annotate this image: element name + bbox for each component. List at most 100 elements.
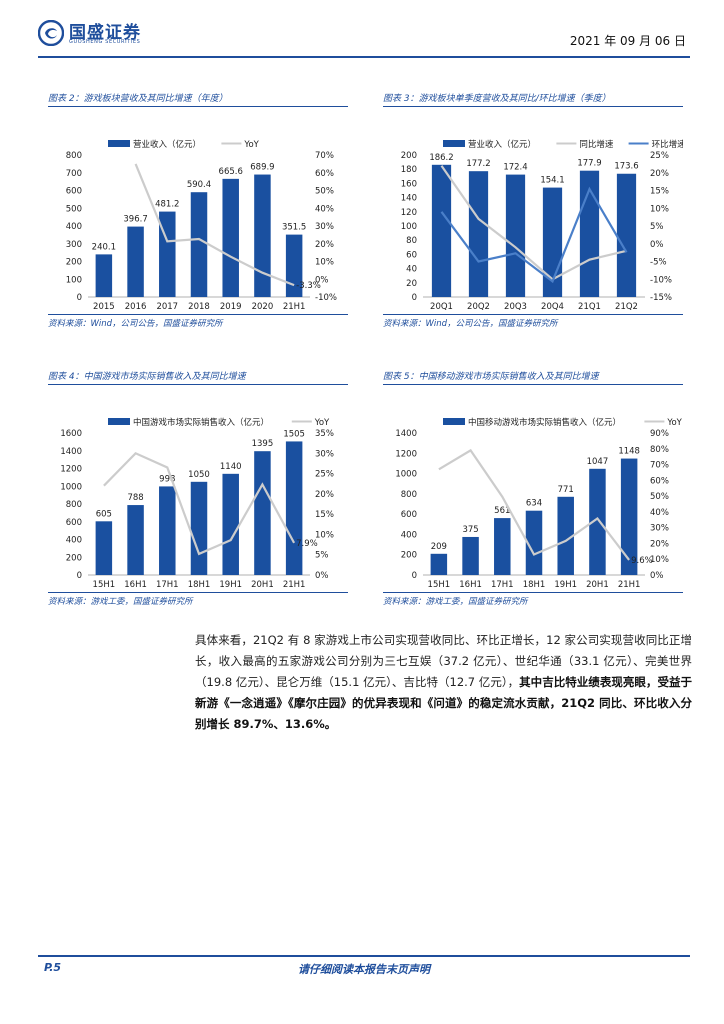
x-tick-label: 2018	[188, 302, 210, 312]
y-left-tick-label: 100	[66, 275, 82, 285]
logo-subtitle: GUOSHENG SECURITIES	[69, 39, 141, 45]
data-label: 396.7	[123, 215, 147, 225]
y-right-tick-label: 80%	[650, 445, 669, 455]
y-right-tick-label: 70%	[315, 151, 334, 161]
data-label: 1047	[587, 457, 609, 467]
data-label: 1050	[188, 470, 210, 480]
y-right-tick-label: 50%	[650, 492, 669, 502]
figure-source: 资料来源：Wind，公司公告，国盛证券研究所	[383, 319, 558, 329]
bar	[431, 164, 452, 297]
x-tick-label: 16H1	[459, 580, 482, 590]
x-tick-label: 20Q4	[541, 302, 564, 312]
y-right-tick-label: 5%	[650, 222, 664, 232]
y-left-tick-label: 700	[66, 169, 82, 179]
figure-title: 图表 5：中国移动游戏市场实际销售收入及其同比增速	[383, 372, 599, 382]
bar	[222, 473, 239, 575]
y-right-tick-label: 15%	[650, 187, 669, 197]
data-label: 240.1	[92, 242, 116, 252]
legend-label: 环比增速	[652, 139, 683, 150]
y-left-tick-label: 1600	[60, 429, 82, 439]
y-left-tick-label: 160	[401, 179, 417, 189]
chart-china-mobile-game-market: 中国移动游戏市场实际销售收入（亿元） YoY 0 200 400 600 800 1000 12…	[395, 417, 682, 590]
y-left-tick-label: 400	[66, 536, 82, 546]
x-tick-label: 20H1	[586, 580, 609, 590]
footer-disclaimer: 请仔细阅读本报告末页声明	[298, 963, 430, 976]
x-tick-label: 21H1	[618, 580, 641, 590]
x-tick-label: 20H1	[251, 580, 274, 590]
chart-game-sector-annual: 营业收入（亿元） YoY 0 100 200 300 400 500 600 700 800 -10%…	[66, 139, 337, 312]
chart-china-game-market: 中国游戏市场实际销售收入（亿元） YoY 0 200 400 600 800 1000 1200…	[60, 417, 334, 590]
legend-label: 同比增速	[579, 139, 614, 150]
y-right-tick-label: 0%	[650, 571, 664, 581]
logo-text: 国盛证券	[69, 23, 141, 43]
y-right-tick-label: -10%	[315, 293, 337, 303]
y-right-tick-label: -15%	[650, 293, 672, 303]
y-right-tick-label: 40%	[650, 508, 669, 518]
y-right-tick-label: 0%	[650, 240, 664, 250]
y-right-tick-label: 35%	[315, 429, 334, 439]
figure-title: 图表 2：游戏板块营收及其同比增速（年度）	[48, 94, 228, 104]
logo: 国盛证券	[38, 20, 141, 46]
series-line	[440, 165, 627, 281]
bar	[494, 518, 511, 575]
y-left-tick-label: 0	[77, 571, 82, 581]
data-label: 561	[494, 506, 510, 516]
data-label: 1505	[283, 429, 305, 439]
y-right-tick-label: -10%	[650, 275, 672, 285]
figure-4: 图表 4：中国游戏市场实际销售收入及其同比增速 中国游戏市场实际销售收入（亿元）…	[48, 370, 348, 609]
y-left-tick-label: 300	[66, 240, 82, 250]
data-label: 689.9	[250, 163, 274, 173]
y-left-tick-label: 200	[66, 553, 82, 563]
legend-swatch	[108, 418, 130, 425]
x-tick-label: 18H1	[523, 580, 546, 590]
figure-5: 图表 5：中国移动游戏市场实际销售收入及其同比增速 中国移动游戏市场实际销售收入…	[383, 370, 683, 609]
x-tick-label: 20Q1	[430, 302, 453, 312]
data-label: 481.2	[155, 200, 179, 210]
y-left-tick-label: 60	[406, 250, 417, 260]
y-left-tick-label: 800	[66, 500, 82, 510]
x-tick-label: 2019	[220, 302, 242, 312]
y-left-tick-label: 1200	[60, 465, 82, 475]
data-label: 351.5	[282, 223, 306, 233]
bar	[589, 468, 606, 575]
figure-source: 资料来源：游戏工委，国盛证券研究所	[48, 597, 193, 607]
bar	[525, 510, 543, 575]
series-line	[134, 163, 295, 287]
y-right-tick-label: 10%	[650, 204, 669, 214]
bar	[95, 521, 113, 575]
y-left-tick-label: 180	[401, 165, 417, 175]
legend-swatch	[443, 140, 465, 147]
bar	[285, 441, 303, 575]
bar	[95, 254, 113, 297]
y-right-tick-label: 30%	[315, 222, 334, 232]
data-label: 1148	[618, 447, 640, 457]
report-date: 2021 年 09 月 06 日	[569, 34, 686, 48]
x-tick-label: 15H1	[428, 580, 451, 590]
data-label: 172.4	[503, 163, 527, 173]
y-left-tick-label: 500	[66, 204, 82, 214]
y-right-tick-label: -5%	[650, 258, 667, 268]
y-right-tick-label: 25%	[315, 470, 334, 480]
x-tick-label: 19H1	[554, 580, 577, 590]
body-paragraph: 具体来看，21Q2 有 8 家游戏上市公司实现营收同比、环比正增长，12 家公司…	[195, 630, 692, 735]
y-left-tick-label: 600	[66, 518, 82, 528]
figure-3: 图表 3：游戏板块单季度营收及其同比/环比增速（季度） 营业收入（亿元） 同比增速…	[383, 92, 683, 331]
bar	[430, 553, 448, 575]
bar	[616, 173, 637, 297]
y-left-tick-label: 600	[66, 187, 82, 197]
x-tick-label: 20Q3	[504, 302, 527, 312]
x-tick-label: 21H1	[283, 302, 306, 312]
x-tick-label: 21H1	[283, 580, 306, 590]
legend-label: YoY	[666, 418, 682, 428]
page-number: P.5	[44, 961, 62, 974]
y-left-tick-label: 600	[401, 510, 417, 520]
y-right-tick-label: 60%	[650, 476, 669, 486]
bar	[190, 481, 208, 575]
data-label: 1140	[220, 462, 242, 472]
bar	[254, 174, 271, 297]
data-label: 177.2	[466, 159, 490, 169]
y-right-tick-label: 70%	[650, 461, 669, 471]
y-left-tick-label: 100	[401, 222, 417, 232]
x-tick-label: 21Q2	[615, 302, 638, 312]
legend-swatch	[108, 140, 130, 147]
